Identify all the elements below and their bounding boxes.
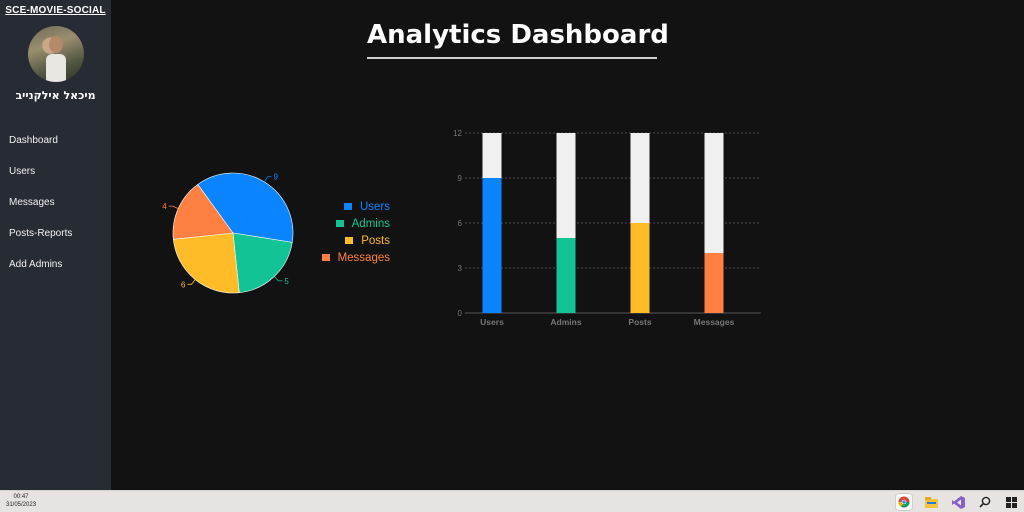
- y-tick-label: 0: [458, 309, 463, 318]
- pie-slice-messages[interactable]: [172, 184, 234, 240]
- pie-chart: 9 5 6 4: [162, 172, 294, 294]
- sidebar-item-messages[interactable]: Messages: [9, 197, 55, 208]
- sidebar-nav: Dashboard Users Messages Posts-Reports A…: [0, 125, 111, 280]
- legend-swatch-users: [343, 203, 352, 210]
- sidebar-item-users[interactable]: Users: [9, 166, 36, 177]
- bar-posts[interactable]: [630, 223, 650, 313]
- pie-label-line-users: [264, 176, 272, 183]
- page-title: Analytics Dashboard: [367, 20, 669, 50]
- pie-value-label-users: 9: [273, 173, 278, 182]
- legend-item-users[interactable]: Users: [318, 198, 390, 215]
- y-tick-label: 6: [458, 219, 463, 228]
- legend-swatch-posts: [345, 237, 354, 244]
- sidebar-item-posts-reports[interactable]: Posts-Reports: [9, 228, 73, 239]
- pie-slice-admins[interactable]: [232, 232, 293, 294]
- x-tick-label-posts: Posts: [628, 317, 651, 327]
- brand-title[interactable]: SCE-MOVIE-SOCIAL: [5, 5, 106, 16]
- pie-value-label-messages: 4: [162, 202, 167, 211]
- pie-label-line-posts: [187, 279, 196, 285]
- bar-chart: 0 3 6 9 12 Users Admins Posts Messages: [453, 129, 761, 327]
- bar-messages[interactable]: [704, 253, 724, 313]
- pie-value-label-posts: 6: [181, 280, 186, 289]
- x-tick-label-admins: Admins: [550, 317, 581, 327]
- chrome-icon[interactable]: [896, 494, 912, 510]
- pie-legend: Users Admins Posts Messages: [318, 198, 390, 266]
- visual-studio-icon[interactable]: [950, 494, 966, 510]
- search-icon[interactable]: [977, 494, 993, 510]
- legend-label-users: Users: [359, 200, 390, 213]
- windows-start-icon[interactable]: [1003, 494, 1019, 510]
- bar-admins[interactable]: [556, 238, 576, 313]
- y-tick-label: 12: [453, 129, 462, 138]
- sidebar: SCE-MOVIE-SOCIAL מיכאל אילקנייב Dashboar…: [0, 0, 111, 490]
- x-tick-label-users: Users: [480, 317, 504, 327]
- pie-value-label-admins: 5: [284, 277, 289, 286]
- bar-users[interactable]: [482, 178, 502, 313]
- legend-label-messages: Messages: [337, 251, 390, 264]
- legend-item-messages[interactable]: Messages: [318, 249, 390, 266]
- legend-swatch-admins: [335, 220, 344, 227]
- avatar: [27, 26, 84, 82]
- sidebar-item-dashboard[interactable]: Dashboard: [9, 135, 58, 146]
- clock-date: 31/05/2023: [6, 502, 37, 508]
- pie-label-line-messages: [168, 205, 179, 209]
- legend-item-posts[interactable]: Posts: [318, 232, 390, 249]
- taskbar-clock[interactable]: 00:47 31/05/2023: [6, 493, 36, 509]
- pie-slice-users[interactable]: [197, 172, 294, 243]
- sidebar-item-add-admins[interactable]: Add Admins: [9, 259, 63, 270]
- y-tick-label: 9: [458, 174, 463, 183]
- x-tick-label-messages: Messages: [694, 317, 735, 327]
- legend-label-posts: Posts: [361, 234, 390, 247]
- taskbar: 00:47 31/05/2023: [0, 490, 1024, 512]
- legend-label-admins: Admins: [351, 217, 390, 230]
- clock-time: 00:47: [13, 494, 29, 500]
- title-underline: [367, 57, 657, 59]
- username: מיכאל אילקנייב: [15, 89, 96, 102]
- pie-label-line-admins: [274, 276, 283, 282]
- file-explorer-icon[interactable]: [923, 494, 939, 510]
- legend-item-admins[interactable]: Admins: [318, 215, 390, 232]
- pie-slice-posts[interactable]: [172, 232, 240, 294]
- y-tick-label: 3: [458, 264, 463, 273]
- legend-swatch-messages: [321, 254, 330, 261]
